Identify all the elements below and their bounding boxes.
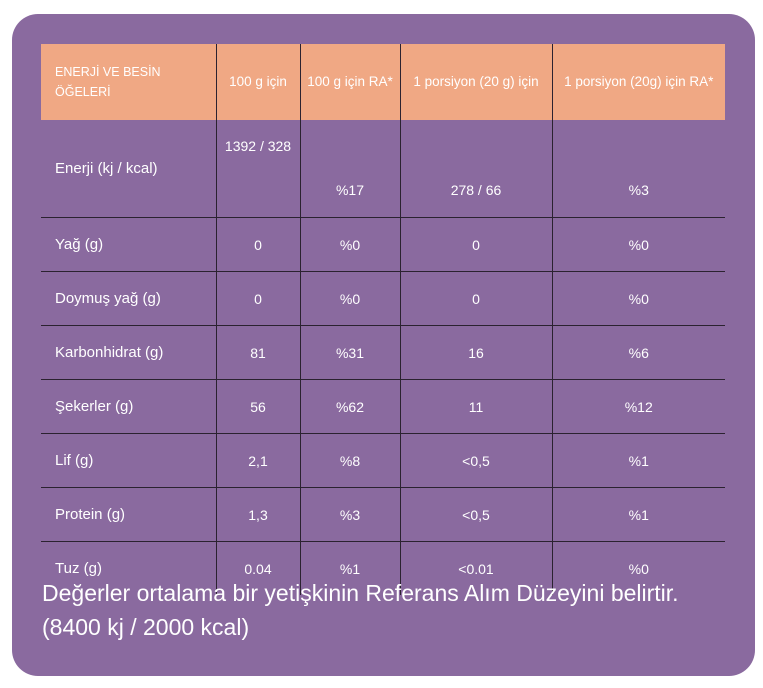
- table-row: Tuz (g) 0.04 %1 <0.01 %0: [41, 541, 725, 595]
- cell-ra-100g: %0: [299, 217, 400, 272]
- table-row: Lif (g) 2,1 %8 <0,5 %1: [41, 433, 725, 488]
- header-nutrients: ENERJİ VE BESİN ÖĞELERİ: [41, 44, 216, 120]
- cell-ra-portion: %1: [551, 433, 725, 488]
- row-label: Lif (g): [41, 433, 216, 488]
- cell-per-100g: 0: [215, 271, 300, 326]
- row-label: Protein (g): [41, 487, 216, 542]
- table-row: Doymuş yağ (g) 0 %0 0 %0: [41, 271, 725, 326]
- cell-ra-portion: %0: [551, 271, 725, 326]
- cell-ra-100g: %62: [299, 379, 400, 434]
- table-row: Karbonhidrat (g) 81 %31 16 %6: [41, 325, 725, 380]
- cell-ra-100g: %0: [299, 271, 400, 326]
- header-per-100g: 100 g için: [215, 44, 300, 120]
- table-row: Protein (g) 1,3 %3 <0,5 %1: [41, 487, 725, 542]
- cell-per-portion: 0: [399, 217, 552, 272]
- cell-ra-portion: %6: [551, 325, 725, 380]
- cell-per-100g: 56: [215, 379, 300, 434]
- cell-per-100g: 81: [215, 325, 300, 380]
- row-label: Enerji (kj / kcal): [55, 160, 158, 177]
- nutrition-card: ENERJİ VE BESİN ÖĞELERİ 100 g için 100 g…: [12, 14, 755, 676]
- header-ra-portion: 1 porsiyon (20g) için RA*: [551, 44, 725, 120]
- cell-per-100g: 0.04: [215, 541, 300, 595]
- cell-per-portion: 11: [399, 379, 552, 434]
- cell-per-100g: 0: [215, 217, 300, 272]
- cell-per-portion: 278 / 66: [399, 120, 552, 218]
- cell-ra-100g: %17: [299, 120, 400, 218]
- row-label: Karbonhidrat (g): [41, 325, 216, 380]
- table-row: Yağ (g) 0 %0 0 %0: [41, 217, 725, 272]
- cell-per-100g: 2,1: [215, 433, 300, 488]
- table-row: Şekerler (g) 56 %62 11 %12: [41, 379, 725, 434]
- header-per-portion: 1 porsiyon (20 g) için: [399, 44, 552, 120]
- cell-ra-100g: %8: [299, 433, 400, 488]
- cell-per-100g: 1,3: [215, 487, 300, 542]
- reference-intake-note: Değerler ortalama bir yetişkinin Referan…: [42, 580, 679, 640]
- cell-per-portion: 0: [399, 271, 552, 326]
- cell-ra-portion: %0: [551, 541, 725, 595]
- cell-ra-portion: %1: [551, 487, 725, 542]
- nutrition-table: ENERJİ VE BESİN ÖĞELERİ 100 g için 100 g…: [41, 44, 725, 595]
- cell-ra-100g: %31: [299, 325, 400, 380]
- table-row: Enerji (kj / kcal) 1392 / 328 %17 278 / …: [41, 120, 725, 218]
- cell-per-portion: <0,5: [399, 487, 552, 542]
- row-label: Şekerler (g): [41, 379, 216, 434]
- row-label: Yağ (g): [41, 217, 216, 272]
- cell-ra-portion: %3: [551, 120, 725, 218]
- cell-per-portion: <0,5: [399, 433, 552, 488]
- header-ra-100g: 100 g için RA*: [299, 44, 400, 120]
- cell-ra-100g: %1: [299, 541, 400, 595]
- cell-per-100g: 1392 / 328: [215, 120, 300, 218]
- row-label: Tuz (g): [41, 541, 216, 595]
- cell-ra-100g: %3: [299, 487, 400, 542]
- cell-ra-portion: %0: [551, 217, 725, 272]
- cell-per-portion: 16: [399, 325, 552, 380]
- cell-per-portion: <0.01: [399, 541, 552, 595]
- table-header-row: ENERJİ VE BESİN ÖĞELERİ 100 g için 100 g…: [41, 44, 725, 120]
- row-label: Doymuş yağ (g): [41, 271, 216, 326]
- cell-ra-portion: %12: [551, 379, 725, 434]
